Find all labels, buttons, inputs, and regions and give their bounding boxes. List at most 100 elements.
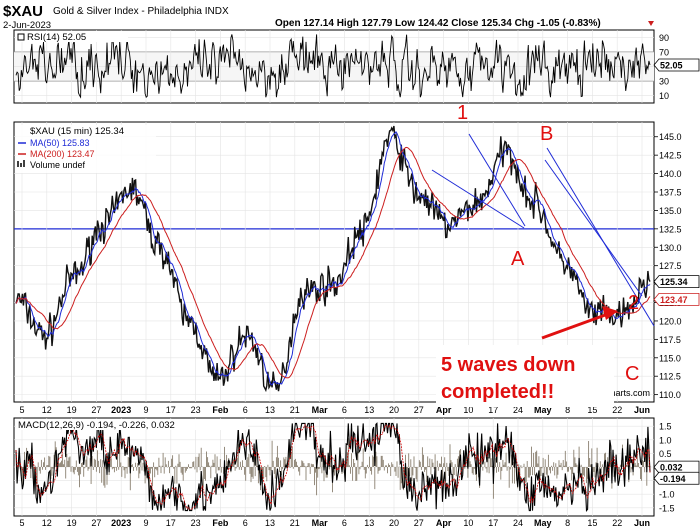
rsi-legend-icon <box>17 33 25 41</box>
price-tick-label: 145.0 <box>659 132 682 142</box>
x-axis-label-macd: 21 <box>290 518 300 528</box>
macd-hist-tag-bg <box>653 460 700 474</box>
price-tick-label: 117.5 <box>659 335 681 345</box>
price-tick-label: 142.5 <box>659 151 682 161</box>
header-date: 2-Jun-2023 <box>3 20 51 31</box>
x-axis-label-price: 12 <box>42 405 52 415</box>
wave1-label: 1 <box>457 102 468 124</box>
price-legend-ma50: MA(50) 125.83 <box>30 138 90 148</box>
x-axis-label-price: 8 <box>565 405 570 415</box>
x-axis-label-macd: 22 <box>612 518 622 528</box>
macd-tick-label: -1.5 <box>659 503 675 513</box>
x-axis-label-macd: 10 <box>463 518 473 528</box>
x-axis-label-macd: Jun <box>634 518 650 528</box>
x-axis-label-price: 15 <box>587 405 597 415</box>
macd-tick-label: 0.5 <box>659 449 672 459</box>
x-axis-label-price: 9 <box>143 405 148 415</box>
x-axis-label-price: 19 <box>67 405 77 415</box>
x-axis-label-price: Apr <box>436 405 452 415</box>
x-axis-label-macd: 5 <box>19 518 24 528</box>
price-tick-label: 110.0 <box>659 390 681 400</box>
waveB-label: B <box>540 123 553 145</box>
x-axis-label-macd: Apr <box>436 518 452 528</box>
x-axis-label-price: 22 <box>612 405 622 415</box>
wave1-trendline-top <box>468 133 526 227</box>
x-axis-label-macd: 6 <box>243 518 248 528</box>
x-axis-label-macd: 19 <box>67 518 77 528</box>
x-axis-label-macd: 15 <box>587 518 597 528</box>
x-axis-label-macd: 9 <box>143 518 148 528</box>
price-legend-bg <box>16 125 156 173</box>
header-name: Gold & Silver Index - Philadelphia INDX <box>53 6 229 17</box>
macd-last-tag-bg <box>653 471 700 485</box>
x-axis-label-price: Feb <box>212 405 229 415</box>
price-legend-symbol: $XAU (15 min) 125.34 <box>30 126 124 137</box>
macd-label: MACD(12,26,9) -0.194, -0.226, 0.032 <box>18 420 175 431</box>
macd-tick-label: -1.0 <box>659 490 675 500</box>
price-tick-label: 115.0 <box>659 353 681 363</box>
callout-box <box>436 345 614 407</box>
ma200-series-line <box>15 146 651 379</box>
rsi-tick-label: 30 <box>659 77 669 87</box>
x-axis-label-price: 2023 <box>111 405 131 415</box>
x-axis-label-price: 17 <box>488 405 498 415</box>
x-axis-label-price: 23 <box>191 405 201 415</box>
x-axis-label-price: 13 <box>265 405 275 415</box>
price-tick-label: 137.5 <box>659 188 682 198</box>
x-axis-label-price: 6 <box>243 405 248 415</box>
price-tick-label: 140.0 <box>659 169 682 179</box>
waveC-label: C <box>625 363 639 385</box>
callout-line2: completed!! <box>441 381 554 403</box>
callout-line1: 5 waves down <box>441 354 576 376</box>
rsi-label-bg <box>16 31 128 42</box>
header-ohlc: Open 127.14 High 127.79 Low 124.42 Close… <box>275 18 601 29</box>
rsi-tick-label: 10 <box>659 91 669 101</box>
price-tick-label: 127.5 <box>659 261 682 271</box>
price-last-tag: 125.34 <box>660 277 688 287</box>
x-axis-label-macd: Mar <box>312 518 329 528</box>
wave2-label: 2 <box>628 292 639 314</box>
wave1-trendline-bottom <box>431 169 525 229</box>
x-axis-label-macd: Feb <box>212 518 229 528</box>
price-last-tag-bg <box>653 275 700 288</box>
ma50-series-line <box>15 131 651 386</box>
waveA-label: A <box>511 248 525 270</box>
x-axis-label-macd: 8 <box>565 518 570 528</box>
rsi-last-tag-bg <box>653 58 700 72</box>
x-axis-label-price: 24 <box>513 405 523 415</box>
x-axis-label-macd: 2023 <box>111 518 131 528</box>
x-axis-label-price: 13 <box>364 405 374 415</box>
x-axis-label-macd: 23 <box>191 518 201 528</box>
rsi-series-line <box>15 34 651 99</box>
x-axis-label-macd: 12 <box>42 518 52 528</box>
rsi-label: RSI(14) 52.05 <box>27 32 86 43</box>
x-axis-label-price: 21 <box>290 405 300 415</box>
macd-signal-line <box>15 423 651 510</box>
down-arrow-icon <box>648 21 654 26</box>
rsi-last-tag: 52.05 <box>660 61 683 71</box>
ma200-last-tag-bg <box>653 292 700 306</box>
callout-arrow-shaft <box>541 312 609 340</box>
x-axis-label-macd: 13 <box>265 518 275 528</box>
price-tick-label: 130.0 <box>659 243 682 253</box>
rsi-tick-label: 70 <box>659 47 669 57</box>
callout-arrow-head <box>602 306 618 320</box>
x-axis-label-macd: 24 <box>513 518 523 528</box>
x-axis-label-price: Jun <box>634 405 650 415</box>
x-axis-label-macd: May <box>534 518 552 528</box>
macd-line <box>15 422 651 513</box>
macd-hist-tag: 0.032 <box>660 463 683 473</box>
price-legend-ma200: MA(200) 123.47 <box>30 149 95 159</box>
x-axis-label-macd: 17 <box>488 518 498 528</box>
rsi-tick-label: 90 <box>659 33 669 43</box>
macd-last-tag: -0.194 <box>660 474 686 484</box>
x-axis-label-macd: 13 <box>364 518 374 528</box>
price-legend-volume: Volume undef <box>30 160 86 170</box>
x-axis-label-price: 17 <box>166 405 176 415</box>
x-axis-label-price: Mar <box>312 405 329 415</box>
x-axis-label-price: 6 <box>342 405 347 415</box>
x-axis-label-price: 27 <box>414 405 424 415</box>
x-axis-label-price: 10 <box>463 405 473 415</box>
x-axis-label-macd: 6 <box>342 518 347 528</box>
x-axis-label-price: May <box>534 405 552 415</box>
